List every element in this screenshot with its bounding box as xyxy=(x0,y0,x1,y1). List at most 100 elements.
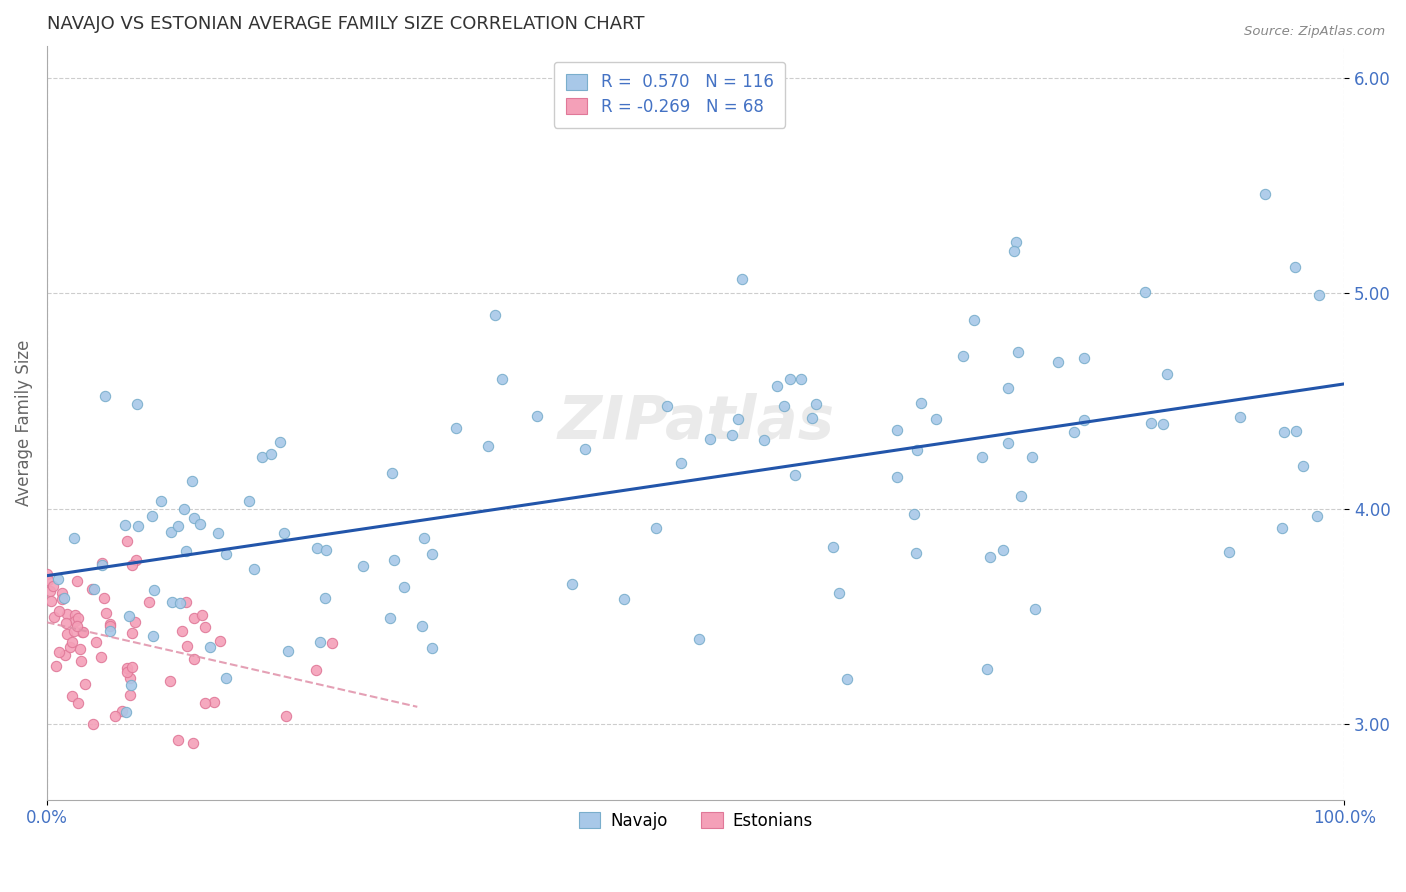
Point xyxy=(39,594,62,608)
Point xyxy=(352,559,374,574)
Point xyxy=(1073,413,1095,427)
Point xyxy=(214,671,236,685)
Point xyxy=(121,660,143,674)
Point xyxy=(1229,410,1251,425)
Point xyxy=(194,620,217,634)
Point xyxy=(561,577,583,591)
Point xyxy=(174,544,197,558)
Point xyxy=(93,389,115,403)
Point xyxy=(801,411,824,425)
Point xyxy=(269,435,291,450)
Point xyxy=(1285,425,1308,439)
Point xyxy=(51,586,73,600)
Point xyxy=(952,349,974,363)
Point xyxy=(45,659,67,673)
Point xyxy=(90,556,112,570)
Point xyxy=(779,371,801,385)
Point xyxy=(411,618,433,632)
Point xyxy=(1007,345,1029,359)
Point xyxy=(903,508,925,522)
Point xyxy=(48,604,70,618)
Point xyxy=(242,562,264,576)
Point xyxy=(42,610,65,624)
Point xyxy=(1272,425,1295,439)
Point xyxy=(53,648,76,662)
Point xyxy=(699,433,721,447)
Point xyxy=(644,521,666,535)
Point xyxy=(63,532,86,546)
Point xyxy=(63,614,86,628)
Point xyxy=(66,696,89,710)
Point xyxy=(117,661,139,675)
Point xyxy=(75,677,97,691)
Point xyxy=(202,694,225,708)
Point xyxy=(1005,235,1028,249)
Point xyxy=(731,272,754,286)
Point xyxy=(48,645,70,659)
Point xyxy=(381,466,404,480)
Point xyxy=(166,518,188,533)
Point xyxy=(125,553,148,567)
Point xyxy=(188,516,211,531)
Point xyxy=(69,642,91,657)
Point xyxy=(1254,187,1277,202)
Point xyxy=(173,502,195,516)
Point xyxy=(307,541,329,556)
Point xyxy=(89,650,111,665)
Point xyxy=(104,709,127,723)
Point xyxy=(72,625,94,640)
Point xyxy=(886,470,908,484)
Point xyxy=(209,634,232,648)
Point xyxy=(80,582,103,597)
Point xyxy=(121,626,143,640)
Point xyxy=(766,379,789,393)
Point xyxy=(181,474,204,488)
Point xyxy=(613,592,636,607)
Point xyxy=(1271,521,1294,535)
Point xyxy=(100,616,122,631)
Point xyxy=(37,566,59,581)
Point xyxy=(120,671,142,685)
Point xyxy=(905,443,928,458)
Point xyxy=(314,591,336,606)
Point xyxy=(142,629,165,643)
Point xyxy=(804,396,827,410)
Point xyxy=(1047,355,1070,369)
Point xyxy=(181,736,204,750)
Point xyxy=(422,547,444,561)
Text: NAVAJO VS ESTONIAN AVERAGE FAMILY SIZE CORRELATION CHART: NAVAJO VS ESTONIAN AVERAGE FAMILY SIZE C… xyxy=(46,15,644,33)
Point xyxy=(392,580,415,594)
Point xyxy=(66,619,89,633)
Point xyxy=(42,579,65,593)
Point xyxy=(277,644,299,658)
Point xyxy=(160,525,183,540)
Point xyxy=(1024,602,1046,616)
Point xyxy=(963,313,986,327)
Point xyxy=(837,672,859,686)
Point xyxy=(1156,367,1178,381)
Point xyxy=(174,595,197,609)
Point xyxy=(60,690,83,704)
Text: Source: ZipAtlas.com: Source: ZipAtlas.com xyxy=(1244,25,1385,38)
Point xyxy=(491,372,513,386)
Point xyxy=(976,663,998,677)
Point xyxy=(63,624,86,639)
Point xyxy=(70,625,93,640)
Point xyxy=(118,609,141,624)
Point xyxy=(1305,509,1327,524)
Point xyxy=(1292,459,1315,474)
Point xyxy=(127,519,149,533)
Point xyxy=(52,591,75,605)
Point xyxy=(790,372,813,386)
Point xyxy=(444,421,467,435)
Point xyxy=(159,674,181,689)
Point xyxy=(783,467,806,482)
Point xyxy=(125,396,148,410)
Point xyxy=(925,412,948,426)
Point xyxy=(727,412,749,426)
Point xyxy=(1308,288,1330,302)
Point xyxy=(380,611,402,625)
Point xyxy=(1139,416,1161,430)
Point xyxy=(115,665,138,679)
Point xyxy=(111,705,134,719)
